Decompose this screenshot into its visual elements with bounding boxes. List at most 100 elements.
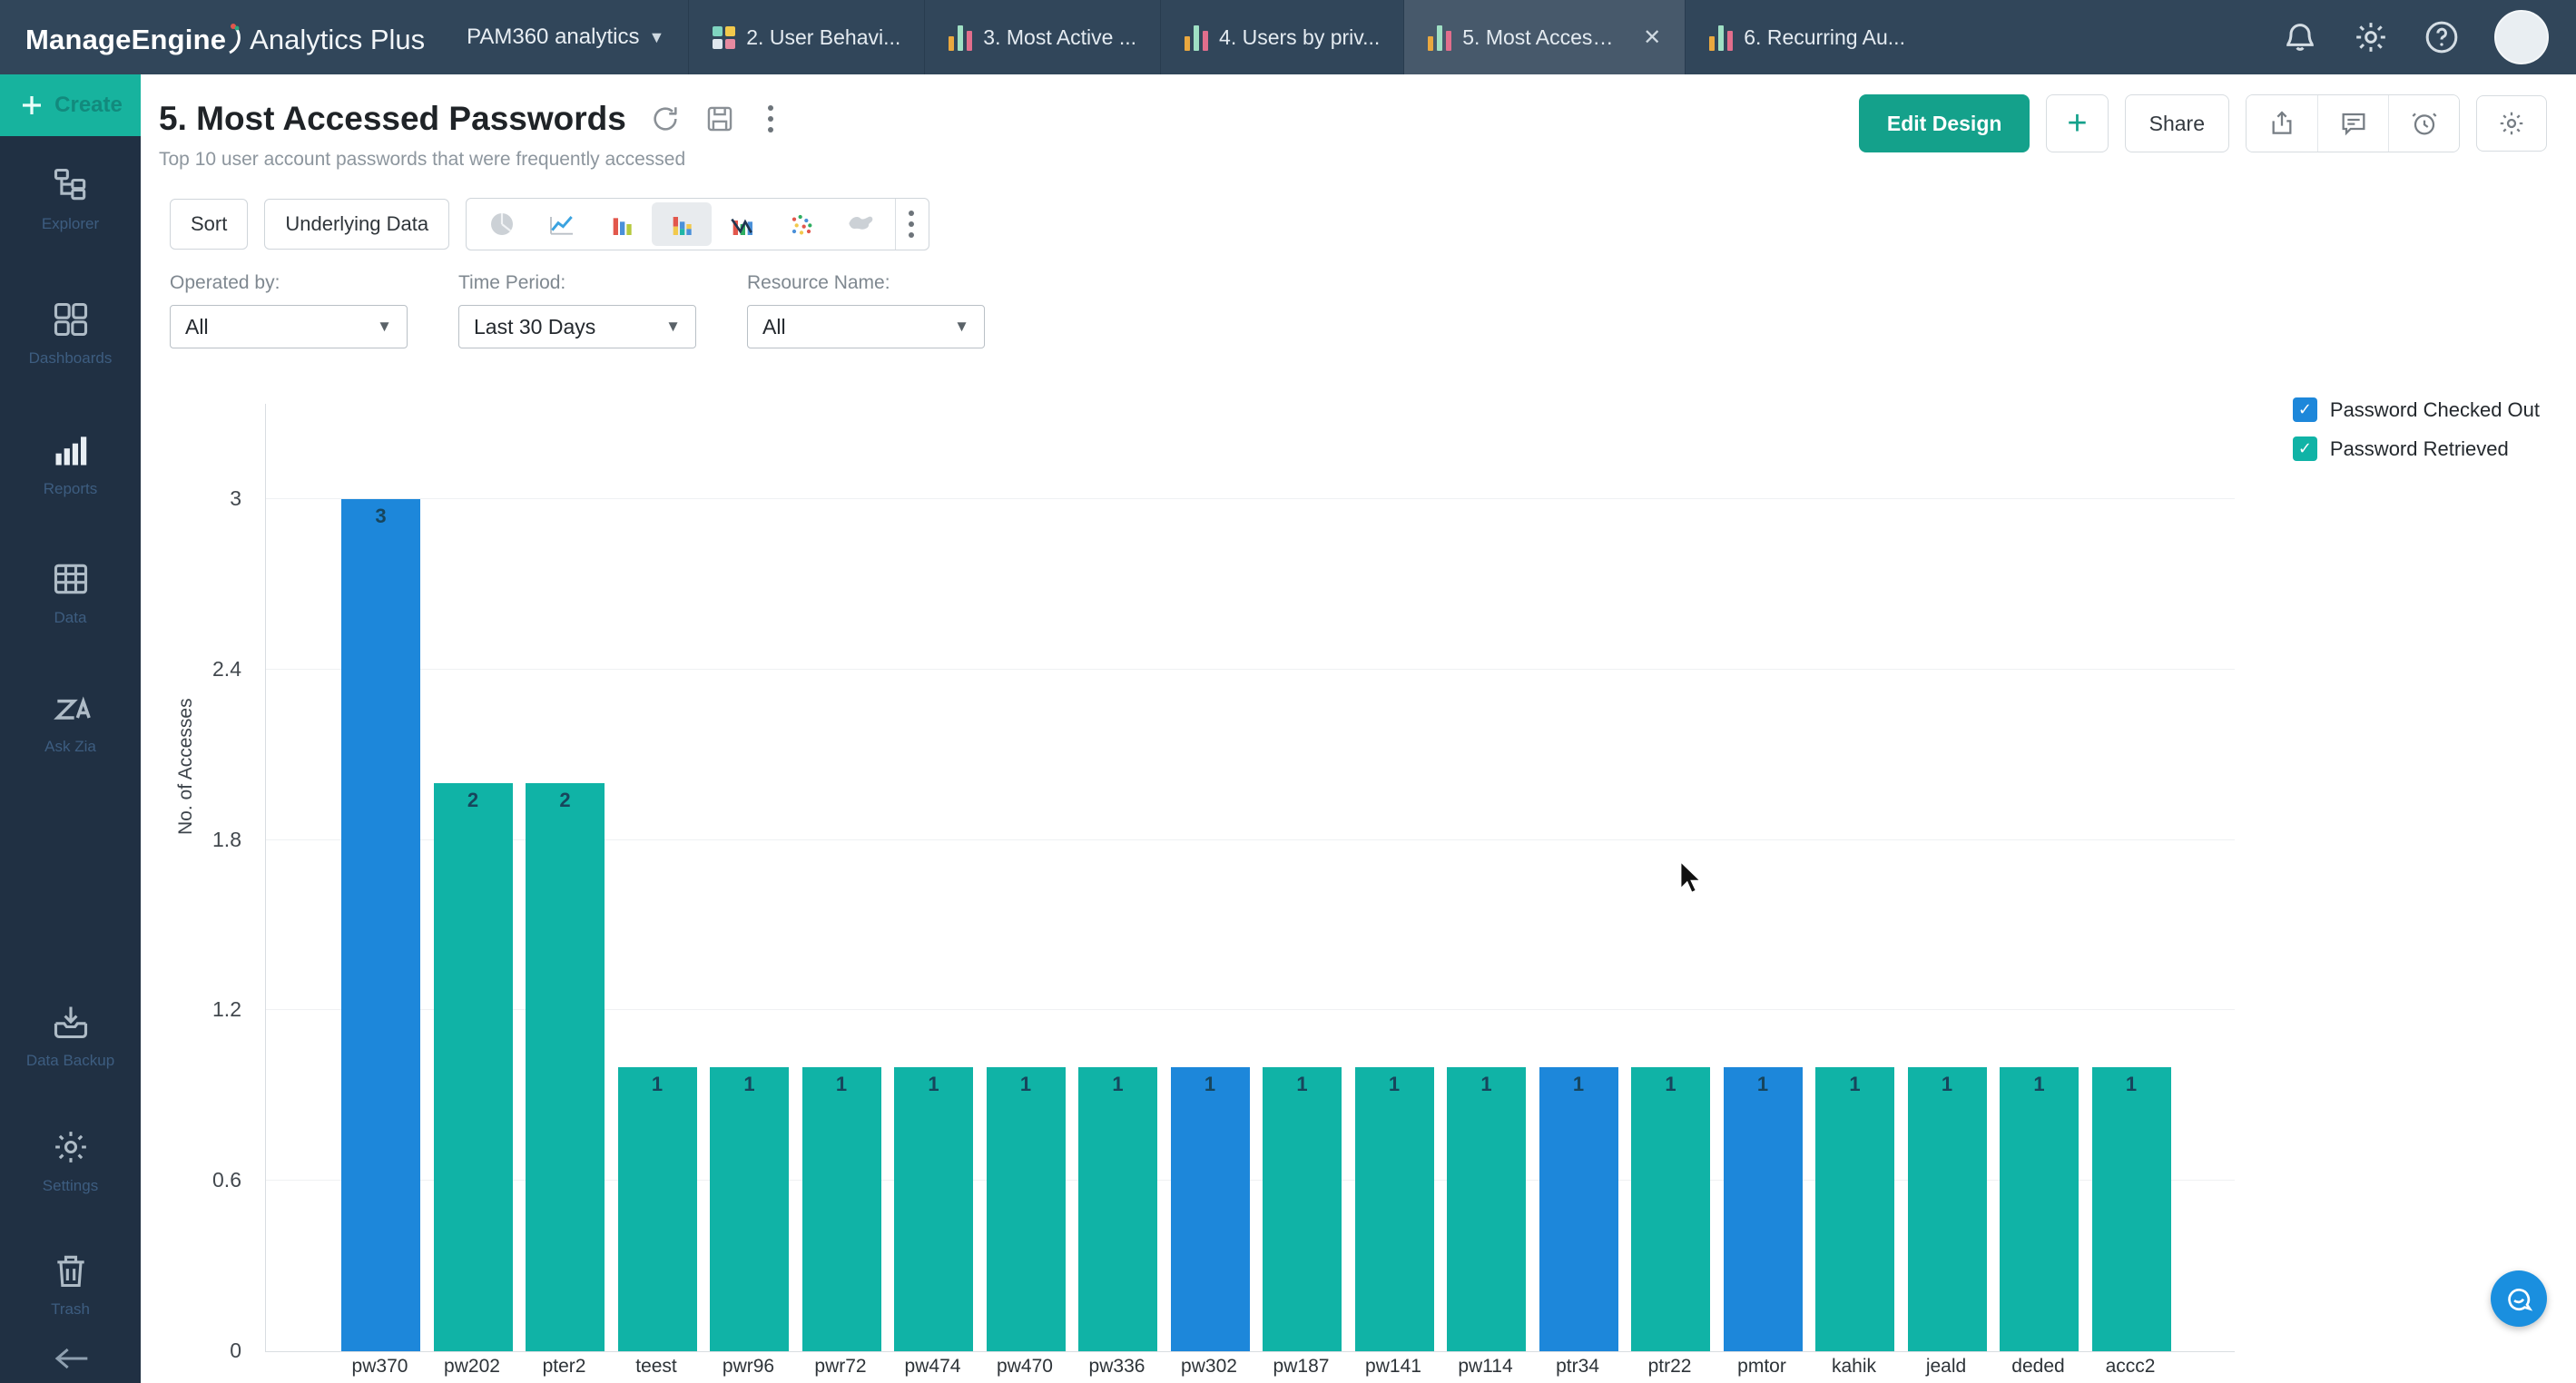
chart-bar[interactable]: 2 xyxy=(433,783,513,1351)
operated-by-select[interactable]: All ▼ xyxy=(170,305,408,348)
line-chart-type-button[interactable] xyxy=(532,202,592,246)
chart-bar[interactable]: 1 xyxy=(1631,1067,1710,1351)
sidebar-item-reports[interactable]: Reports xyxy=(0,430,141,498)
page-title: 5. Most Accessed Passwords xyxy=(159,100,626,137)
select-value: Last 30 Days xyxy=(474,314,596,338)
divider xyxy=(895,199,897,250)
sidebar-item-data-backup[interactable]: Data Backup xyxy=(0,1002,141,1070)
legend-checkbox-icon[interactable]: ✓ xyxy=(2292,436,2317,461)
sidebar-item-data[interactable]: Data xyxy=(0,559,141,627)
x-tick-label: ptr22 xyxy=(1647,1356,1692,1377)
x-tick-label: pw114 xyxy=(1458,1356,1513,1377)
x-tick-label: deded xyxy=(2011,1356,2065,1377)
x-tick-label: pwr96 xyxy=(722,1356,775,1377)
notifications-bell-icon[interactable] xyxy=(2282,19,2318,55)
x-axis-labels: pw370 pw202 pter2 teest pwr96 pwr72 pw474 pw470… xyxy=(265,1356,2235,1383)
bar-chart-type-button[interactable] xyxy=(592,202,652,246)
chart-bar[interactable]: 1 xyxy=(1907,1067,1987,1351)
legend-item-checked-out[interactable]: ✓ Password Checked Out xyxy=(2292,397,2540,422)
sidebar-item-ask-zia[interactable]: Ask Zia xyxy=(0,688,141,756)
time-period-select[interactable]: Last 30 Days ▼ xyxy=(458,305,696,348)
sort-button[interactable]: Sort xyxy=(170,199,249,250)
legend-item-retrieved[interactable]: ✓ Password Retrieved xyxy=(2292,436,2540,461)
bar-value-label: 1 xyxy=(1388,1073,1401,1095)
stacked-bar-chart-type-button[interactable] xyxy=(652,202,713,246)
scatter-chart-icon xyxy=(791,214,812,235)
plot-area: 3 2 2 1 1 1 1 1 1 1 1 1 1 1 1 1 1 1 1 1 xyxy=(265,404,2235,1352)
brand-swoosh-icon xyxy=(229,24,241,54)
comment-button[interactable] xyxy=(2317,95,2388,152)
sidebar-item-trash[interactable]: Trash xyxy=(0,1251,141,1319)
sidebar-item-dashboards[interactable]: Dashboards xyxy=(0,299,141,368)
more-options-icon[interactable] xyxy=(759,102,782,136)
export-button[interactable] xyxy=(2247,95,2317,152)
add-view-button[interactable]: + xyxy=(2046,94,2109,152)
alert-button[interactable] xyxy=(2388,95,2459,152)
sidebar-item-explorer[interactable]: Explorer xyxy=(0,165,141,233)
chart-bar[interactable]: 1 xyxy=(617,1067,697,1351)
chart-bar[interactable]: 1 xyxy=(2091,1067,2171,1351)
chart-bar[interactable]: 3 xyxy=(341,499,420,1351)
chevron-down-icon: ▼ xyxy=(648,27,665,46)
create-button[interactable]: Create xyxy=(0,74,141,136)
chart-bar[interactable]: 1 xyxy=(1078,1067,1157,1351)
live-chat-button[interactable] xyxy=(2491,1270,2547,1327)
bar-chart-tab-icon xyxy=(949,24,973,51)
refresh-icon[interactable] xyxy=(650,103,681,134)
workspace-name: PAM360 analytics xyxy=(467,25,640,49)
chart-bar[interactable]: 2 xyxy=(526,783,605,1351)
tab-users-by-privilege[interactable]: 4. Users by priv... xyxy=(1160,0,1403,74)
chart-bar[interactable]: 1 xyxy=(1170,1067,1250,1351)
chart-bar[interactable]: 1 xyxy=(2000,1067,2079,1351)
filter-resource-name: Resource Name: All ▼ xyxy=(747,272,985,348)
tab-user-behaviour[interactable]: 2. User Behavi... xyxy=(688,0,924,74)
tab-most-active[interactable]: 3. Most Active ... xyxy=(924,0,1160,74)
chart-bar[interactable]: 1 xyxy=(1815,1067,1894,1351)
pie-chart-type-button[interactable] xyxy=(472,202,532,246)
chart-bar[interactable]: 1 xyxy=(801,1067,881,1351)
data-backup-icon xyxy=(54,1006,87,1039)
chart-bar[interactable]: 1 xyxy=(986,1067,1066,1351)
x-tick-label: pw302 xyxy=(1181,1356,1237,1377)
filter-label: Time Period: xyxy=(458,272,566,293)
chart-bar[interactable]: 1 xyxy=(1447,1067,1526,1351)
legend-checkbox-icon[interactable]: ✓ xyxy=(2292,397,2317,422)
bar-chart-tab-icon xyxy=(1428,24,1452,51)
underlying-data-button[interactable]: Underlying Data xyxy=(264,199,450,250)
chart-bar[interactable]: 1 xyxy=(1723,1067,1803,1351)
select-value: All xyxy=(185,314,209,338)
chart-bar[interactable]: 1 xyxy=(894,1067,973,1351)
map-chart-type-button[interactable] xyxy=(831,202,891,246)
bar-value-label: 1 xyxy=(743,1073,755,1095)
tab-close-icon[interactable]: ✕ xyxy=(1643,25,1662,50)
select-value: All xyxy=(762,314,786,338)
help-icon[interactable] xyxy=(2424,19,2460,55)
user-avatar[interactable] xyxy=(2494,10,2549,64)
scatter-chart-type-button[interactable] xyxy=(772,202,831,246)
collapse-sidebar-button[interactable] xyxy=(0,1346,141,1376)
combo-chart-type-button[interactable] xyxy=(712,202,772,246)
tab-label: 5. Most Access... xyxy=(1462,25,1620,49)
view-settings-button[interactable] xyxy=(2476,95,2547,152)
tab-label: 2. User Behavi... xyxy=(746,25,901,49)
tab-recurring-audit[interactable]: 6. Recurring Au... xyxy=(1685,0,1929,74)
workspace-switcher[interactable]: PAM360 analytics ▼ xyxy=(467,25,664,50)
grid-line xyxy=(266,498,2235,499)
chart-bar[interactable]: 1 xyxy=(1263,1067,1342,1351)
share-button[interactable]: Share xyxy=(2124,94,2229,152)
more-chart-types-icon[interactable] xyxy=(900,207,923,241)
chart-bar[interactable]: 1 xyxy=(710,1067,789,1351)
resource-name-select[interactable]: All ▼ xyxy=(747,305,985,348)
bar-value-label: 1 xyxy=(928,1073,939,1095)
bar-value-label: 1 xyxy=(2033,1073,2045,1095)
save-icon[interactable] xyxy=(704,103,735,134)
x-tick-label: pw202 xyxy=(444,1356,500,1377)
sidebar-item-settings[interactable]: Settings xyxy=(0,1127,141,1195)
edit-design-button[interactable]: Edit Design xyxy=(1858,94,2030,152)
tab-most-accessed[interactable]: 5. Most Access... ✕ xyxy=(1403,0,1686,74)
filter-time-period: Time Period: Last 30 Days ▼ xyxy=(458,272,696,348)
trash-icon xyxy=(56,1255,84,1288)
chart-bar[interactable]: 1 xyxy=(1354,1067,1434,1351)
chart-bar[interactable]: 1 xyxy=(1539,1067,1618,1351)
settings-gear-icon[interactable] xyxy=(2353,19,2389,55)
